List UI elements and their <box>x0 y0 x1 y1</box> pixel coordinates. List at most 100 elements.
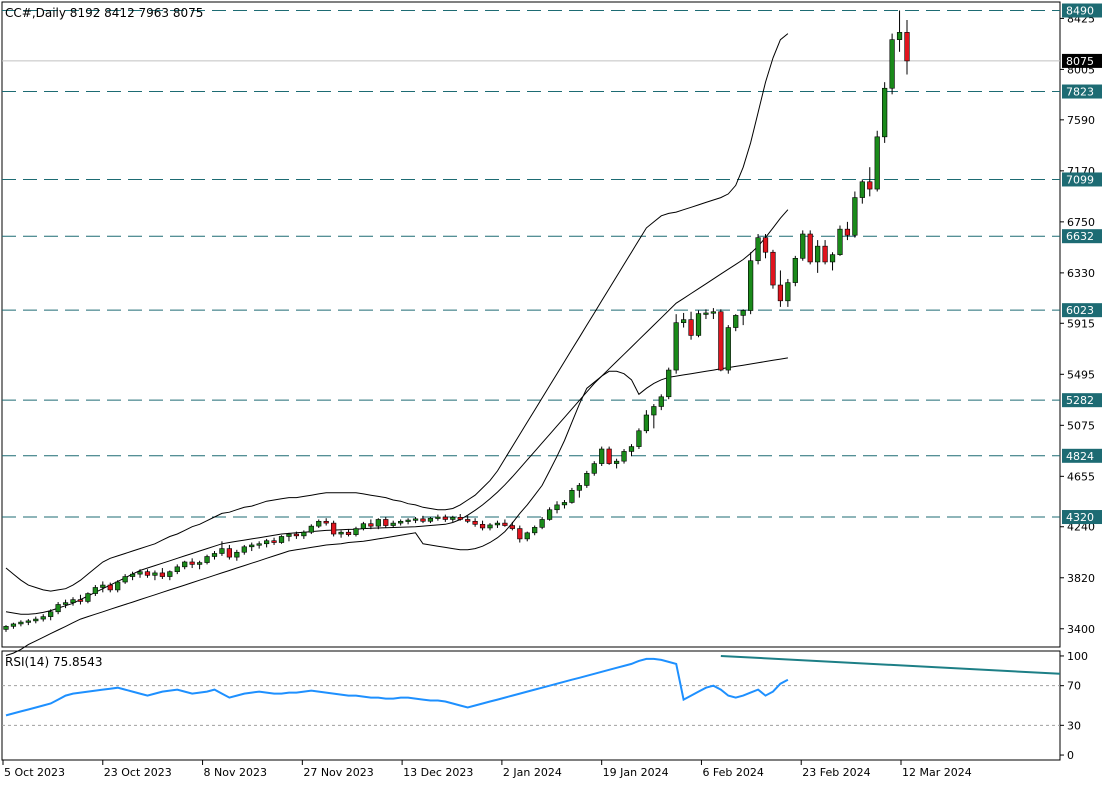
time-axis: 5 Oct 2023 23 Oct 2023 8 Nov 2023 27 Nov 20… <box>2 760 972 779</box>
bear-candle-body <box>770 251 776 286</box>
bull-candle-body <box>673 322 679 371</box>
bull-candle-body <box>748 260 754 311</box>
candle <box>368 519 374 530</box>
bear-candle-body <box>368 523 374 527</box>
candle <box>241 544 247 555</box>
rsi-tick-label: 70 <box>1067 680 1081 693</box>
bull-candle-body <box>100 584 106 588</box>
bear-candle-body <box>345 531 352 535</box>
bull-candle-body <box>196 562 203 565</box>
bull-candle-body <box>703 312 709 315</box>
candle <box>360 521 367 531</box>
bull-candle-body <box>10 623 17 627</box>
bull-candle-body <box>435 516 441 519</box>
horizontal-levels <box>2 10 1060 518</box>
candle <box>561 500 568 509</box>
time-tick-label: 19 Jan 2024 <box>603 766 669 779</box>
candle <box>874 130 880 192</box>
bull-candle-body <box>815 245 821 263</box>
candle <box>695 310 702 338</box>
bull-candle-body <box>613 460 620 464</box>
level-tag-label: 4320 <box>1066 511 1094 524</box>
candle <box>204 554 210 565</box>
candle <box>740 309 746 326</box>
bull-candle-body <box>70 599 76 603</box>
candle <box>651 404 657 429</box>
candle <box>115 580 121 593</box>
level-tag-label: 4824 <box>1066 450 1094 463</box>
bull-candle-body <box>48 611 54 617</box>
bear-candle-body <box>822 245 828 263</box>
time-tick-label: 2 Jan 2024 <box>503 766 562 779</box>
candle <box>3 625 9 632</box>
candle <box>628 444 635 457</box>
candle <box>539 517 545 530</box>
bull-candle-body <box>837 228 843 255</box>
candle <box>196 560 203 570</box>
candle <box>465 515 471 524</box>
candle <box>658 394 664 411</box>
candle <box>785 278 791 307</box>
time-tick-label: 8 Nov 2023 <box>204 766 267 779</box>
candle <box>264 538 270 548</box>
candle <box>770 249 776 289</box>
level-tag-bg <box>1062 172 1102 187</box>
bull-candle-body <box>204 556 210 563</box>
candle <box>725 325 731 374</box>
bull-candle-body <box>278 536 285 543</box>
candle <box>450 515 456 522</box>
bull-candle-body <box>152 572 158 576</box>
candle <box>546 507 553 521</box>
bull-candle-body <box>889 39 895 89</box>
candle <box>48 609 54 621</box>
bull-candle-body <box>569 490 575 503</box>
level-tag-bg <box>1062 448 1102 463</box>
candle <box>591 461 597 476</box>
bull-candle-body <box>450 516 456 520</box>
candle <box>293 531 300 539</box>
time-tick-label: 23 Feb 2024 <box>802 766 870 779</box>
bull-candle-body <box>25 620 31 623</box>
candle <box>122 574 128 584</box>
candle <box>494 520 501 528</box>
candle <box>92 585 98 596</box>
bear-candle-body <box>472 520 478 525</box>
price-tick-label: 7590 <box>1067 114 1095 127</box>
level-tag-bg <box>1062 393 1102 408</box>
level-tag-bg <box>1062 3 1102 18</box>
time-tick-label: 5 Oct 2023 <box>4 766 65 779</box>
bull-candle-body <box>599 448 605 464</box>
candle <box>137 569 143 578</box>
candle <box>420 515 426 524</box>
candle <box>807 230 813 265</box>
candle <box>182 560 188 570</box>
candle <box>129 571 136 581</box>
bear-candle-body <box>509 525 515 529</box>
candle <box>718 309 724 372</box>
bull-candle-body <box>375 519 381 527</box>
candle <box>323 518 329 526</box>
last-price-tag-bg <box>1062 53 1102 68</box>
candle <box>703 309 709 320</box>
bull-candle-body <box>211 553 218 557</box>
bull-candle-body <box>129 573 136 577</box>
candle <box>636 428 642 450</box>
bear-candle-body <box>331 522 337 535</box>
price-tick-label: 4655 <box>1067 470 1095 483</box>
candle <box>405 518 411 525</box>
bull-candle-body <box>591 463 597 474</box>
candle <box>144 569 151 578</box>
bull-candle-body <box>115 581 121 591</box>
bull-candle-body <box>286 533 292 537</box>
candle <box>844 221 851 241</box>
level-tag-bg <box>1062 84 1102 99</box>
bear-candle-body <box>77 599 84 602</box>
candle <box>189 558 195 569</box>
candle <box>837 225 843 256</box>
bollinger-lower <box>5 357 788 656</box>
bull-candle-body <box>576 485 582 491</box>
bull-candle-body <box>3 626 9 630</box>
candle <box>249 542 255 552</box>
